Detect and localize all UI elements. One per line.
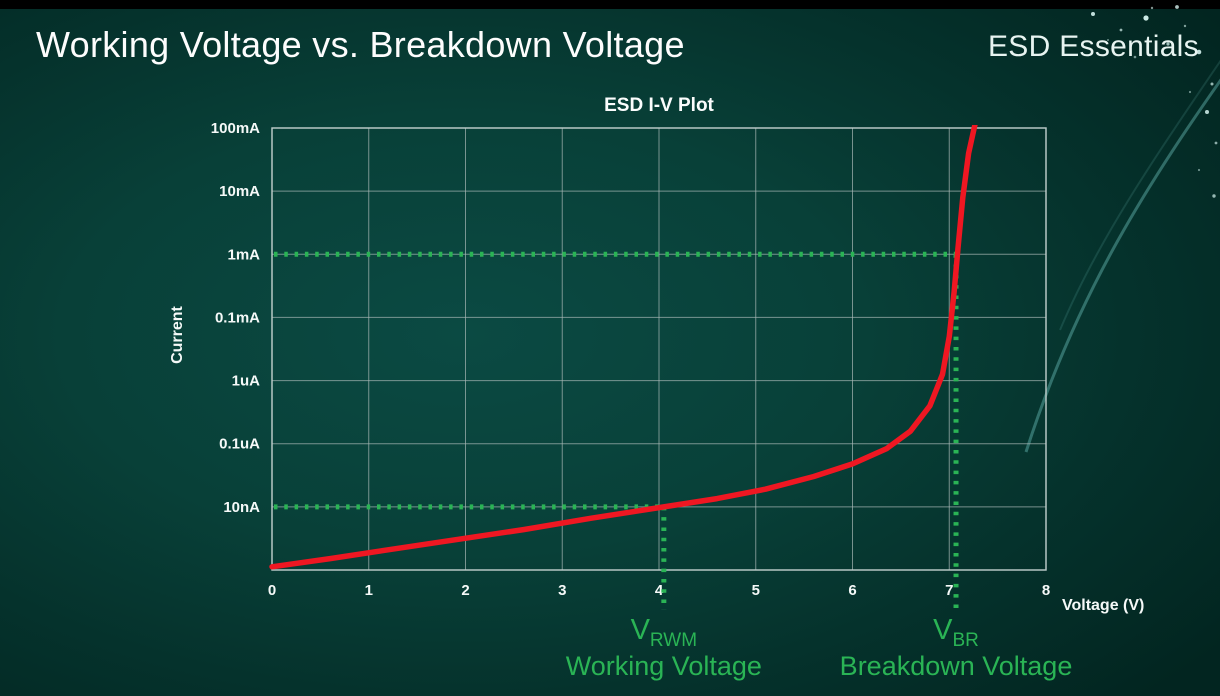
- x-tick-labels: 0 1 2 3 4 5 6 7 8: [268, 582, 1050, 599]
- annotation-symbol-line: VRWM: [566, 614, 762, 651]
- annotation-caption: Working Voltage: [565, 651, 762, 682]
- annotation-symbol: V: [630, 614, 650, 646]
- top-letterbox-bar: [0, 0, 1220, 9]
- x-tick-label: 6: [848, 582, 856, 599]
- annotation-guides: [274, 251, 959, 610]
- decor-sparkle-dots: [1091, 5, 1218, 198]
- annotation-subscript: BR: [952, 630, 979, 651]
- y-tick-label: 10nA: [223, 499, 260, 516]
- page-title: Working Voltage vs. Breakdown Voltage: [36, 24, 685, 65]
- x-tick-label: 4: [655, 582, 664, 599]
- brand-text: ESD Essentials: [988, 30, 1199, 63]
- x-tick-label: 0: [268, 582, 276, 599]
- grid-lines: [271, 127, 1047, 571]
- x-tick-label: 5: [752, 582, 760, 599]
- y-tick-label: 0.1mA: [215, 309, 260, 326]
- annotation-caption: Breakdown Voltage: [839, 651, 1073, 682]
- decor-arc: [1024, 78, 1220, 453]
- y-tick-label: 10mA: [219, 183, 260, 200]
- annotation-br: VBR Breakdown Voltage: [839, 614, 1073, 682]
- annotation-symbol-line: VBR: [840, 614, 1073, 651]
- y-tick-label: 100mA: [211, 120, 260, 137]
- x-tick-label: 7: [945, 582, 953, 599]
- x-tick-label: 1: [365, 582, 373, 599]
- y-tick-label: 1mA: [227, 246, 260, 263]
- annotation-symbol: V: [933, 614, 953, 646]
- y-tick-label: 1uA: [232, 373, 261, 390]
- y-tick-labels: 10nA 0.1uA 1uA 0.1mA 1mA 10mA 100mA: [211, 120, 260, 516]
- iv-curve: [269, 125, 978, 570]
- chart-title: ESD I-V Plot: [604, 95, 714, 116]
- plot-border: [271, 127, 1047, 571]
- annotation-rwm: VRWM Working Voltage: [565, 614, 762, 682]
- annotation-subscript: RWM: [649, 630, 698, 651]
- x-tick-label: 8: [1042, 582, 1050, 599]
- x-axis-title: Voltage (V): [1062, 597, 1145, 614]
- y-tick-label: 0.1uA: [219, 436, 260, 453]
- decor-arc-faint: [1059, 59, 1220, 331]
- x-tick-label: 2: [461, 582, 469, 599]
- x-tick-label: 3: [558, 582, 566, 599]
